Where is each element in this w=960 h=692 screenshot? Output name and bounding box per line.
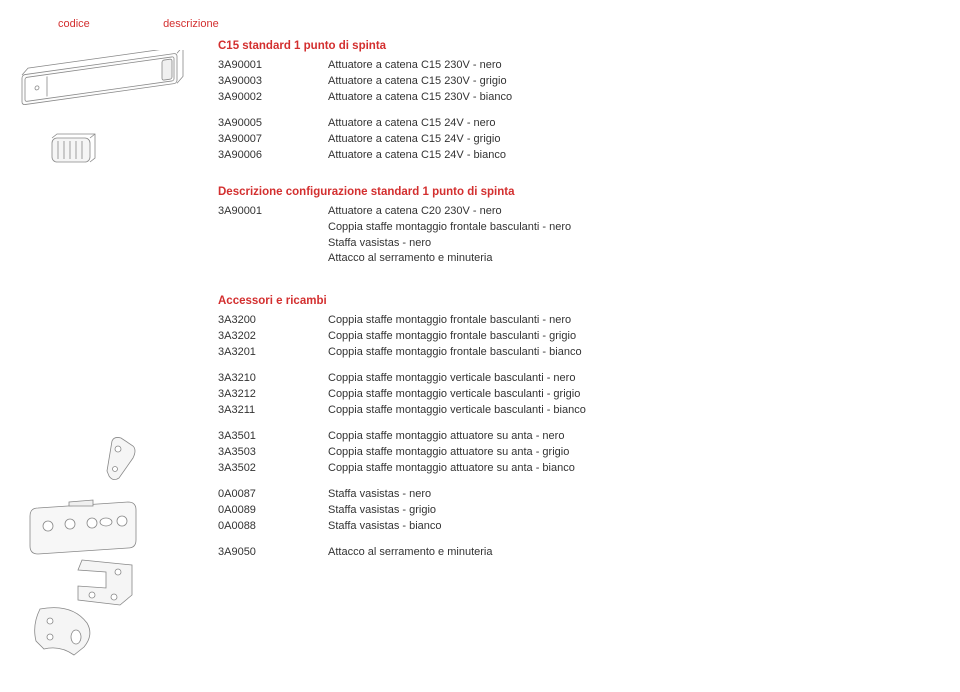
desc-cell: Attuatore a catena C15 24V - nero xyxy=(328,116,496,132)
table-row: 3A90007Attuatore a catena C15 24V - grig… xyxy=(218,132,920,148)
code-cell: 3A3202 xyxy=(218,329,328,345)
desc-cell: Attuatore a catena C15 24V - grigio xyxy=(328,132,500,148)
table-row: 3A90001Attuatore a catena C15 230V - ner… xyxy=(218,58,920,74)
code-cell: 3A3200 xyxy=(218,313,328,329)
header-descrizione: descrizione xyxy=(163,18,219,30)
desc-cell: Attacco al serramento e minuteria xyxy=(328,545,492,561)
table-row: 3A3503Coppia staffe montaggio attuatore … xyxy=(218,445,920,461)
code-cell: 3A9050 xyxy=(218,545,328,561)
desc-line: Staffa vasistas - nero xyxy=(328,236,920,252)
table-row: 0A0088Staffa vasistas - bianco xyxy=(218,519,920,535)
table-row: 3A3210Coppia staffe montaggio verticale … xyxy=(218,371,920,387)
code-cell: 3A3201 xyxy=(218,345,328,361)
code-cell: 0A0088 xyxy=(218,519,328,535)
desc-cell: Staffa vasistas - bianco xyxy=(328,519,442,535)
table-row: 3A3202Coppia staffe montaggio frontale b… xyxy=(218,329,920,345)
table-row: 3A90005Attuatore a catena C15 24V - nero xyxy=(218,116,920,132)
code-cell: 3A3211 xyxy=(218,403,328,419)
desc-cell: Attuatore a catena C20 230V - nero xyxy=(328,204,502,220)
desc-cell: Attuatore a catena C15 230V - bianco xyxy=(328,90,512,106)
desc-cell: Coppia staffe montaggio frontale bascula… xyxy=(328,313,571,329)
code-cell: 3A3210 xyxy=(218,371,328,387)
desc-cell: Coppia staffe montaggio attuatore su ant… xyxy=(328,445,569,461)
table-row: 3A9050Attacco al serramento e minuteria xyxy=(218,545,920,561)
code-cell: 0A0089 xyxy=(218,503,328,519)
desc-cell: Coppia staffe montaggio frontale bascula… xyxy=(328,329,576,345)
accessori-title: Accessori e ricambi xyxy=(218,295,920,307)
code-cell: 3A90003 xyxy=(218,74,328,90)
code-cell: 3A3212 xyxy=(218,387,328,403)
header-codice: codice xyxy=(58,18,160,30)
table-row: 0A0089Staffa vasistas - grigio xyxy=(218,503,920,519)
code-cell: 3A3503 xyxy=(218,445,328,461)
desc-line: Attacco al serramento e minuteria xyxy=(328,251,920,267)
code-cell: 0A0087 xyxy=(218,487,328,503)
standard-section: C15 standard 1 punto di spinta 3A90001At… xyxy=(218,40,920,164)
accessori-group: 3A3501Coppia staffe montaggio attuatore … xyxy=(218,429,920,477)
config-extra-lines: Coppia staffe montaggio frontale bascula… xyxy=(328,220,920,268)
desc-cell: Attuatore a catena C15 230V - grigio xyxy=(328,74,507,90)
code-cell: 3A90001 xyxy=(218,204,328,220)
code-cell: 3A90002 xyxy=(218,90,328,106)
table-row: 3A3212Coppia staffe montaggio verticale … xyxy=(218,387,920,403)
table-row: 3A3200Coppia staffe montaggio frontale b… xyxy=(218,313,920,329)
brackets-illustration xyxy=(12,430,187,683)
table-row: 3A90002Attuatore a catena C15 230V - bia… xyxy=(218,90,920,106)
desc-cell: Coppia staffe montaggio attuatore su ant… xyxy=(328,429,564,445)
table-row: 3A90001 Attuatore a catena C20 230V - ne… xyxy=(218,204,920,220)
table-row: 3A3211Coppia staffe montaggio verticale … xyxy=(218,403,920,419)
config-section: Descrizione configurazione standard 1 pu… xyxy=(218,186,920,268)
standard-group2: 3A90005Attuatore a catena C15 24V - nero… xyxy=(218,116,920,164)
desc-cell: Attuatore a catena C15 24V - bianco xyxy=(328,148,506,164)
code-cell: 3A90006 xyxy=(218,148,328,164)
table-row: 3A90006Attuatore a catena C15 24V - bian… xyxy=(218,148,920,164)
desc-cell: Coppia staffe montaggio verticale bascul… xyxy=(328,403,586,419)
accessori-group: 3A3200Coppia staffe montaggio frontale b… xyxy=(218,313,920,361)
table-row: 0A0087Staffa vasistas - nero xyxy=(218,487,920,503)
accessori-group: 3A9050Attacco al serramento e minuteria xyxy=(218,545,920,561)
code-cell: 3A3501 xyxy=(218,429,328,445)
table-row: 3A3201Coppia staffe montaggio frontale b… xyxy=(218,345,920,361)
actuator-illustration xyxy=(12,50,202,188)
desc-cell: Staffa vasistas - grigio xyxy=(328,503,436,519)
table-row: 3A3501Coppia staffe montaggio attuatore … xyxy=(218,429,920,445)
code-cell: 3A90005 xyxy=(218,116,328,132)
table-row: 3A90003Attuatore a catena C15 230V - gri… xyxy=(218,74,920,90)
desc-cell: Coppia staffe montaggio attuatore su ant… xyxy=(328,461,575,477)
desc-cell: Coppia staffe montaggio verticale bascul… xyxy=(328,371,575,387)
table-row: 3A3502Coppia staffe montaggio attuatore … xyxy=(218,461,920,477)
table-header: codice descrizione xyxy=(58,18,920,30)
accessori-group: 0A0087Staffa vasistas - nero 0A0089Staff… xyxy=(218,487,920,535)
desc-cell: Staffa vasistas - nero xyxy=(328,487,431,503)
accessori-section: Accessori e ricambi 3A3200Coppia staffe … xyxy=(218,295,920,560)
accessori-group: 3A3210Coppia staffe montaggio verticale … xyxy=(218,371,920,419)
desc-cell: Coppia staffe montaggio verticale bascul… xyxy=(328,387,580,403)
config-title: Descrizione configurazione standard 1 pu… xyxy=(218,186,920,198)
code-cell: 3A3502 xyxy=(218,461,328,477)
code-cell: 3A90001 xyxy=(218,58,328,74)
desc-cell: Attuatore a catena C15 230V - nero xyxy=(328,58,502,74)
standard-group1: 3A90001Attuatore a catena C15 230V - ner… xyxy=(218,58,920,106)
code-cell: 3A90007 xyxy=(218,132,328,148)
standard-title: C15 standard 1 punto di spinta xyxy=(218,40,920,52)
desc-line: Coppia staffe montaggio frontale bascula… xyxy=(328,220,920,236)
desc-cell: Coppia staffe montaggio frontale bascula… xyxy=(328,345,582,361)
